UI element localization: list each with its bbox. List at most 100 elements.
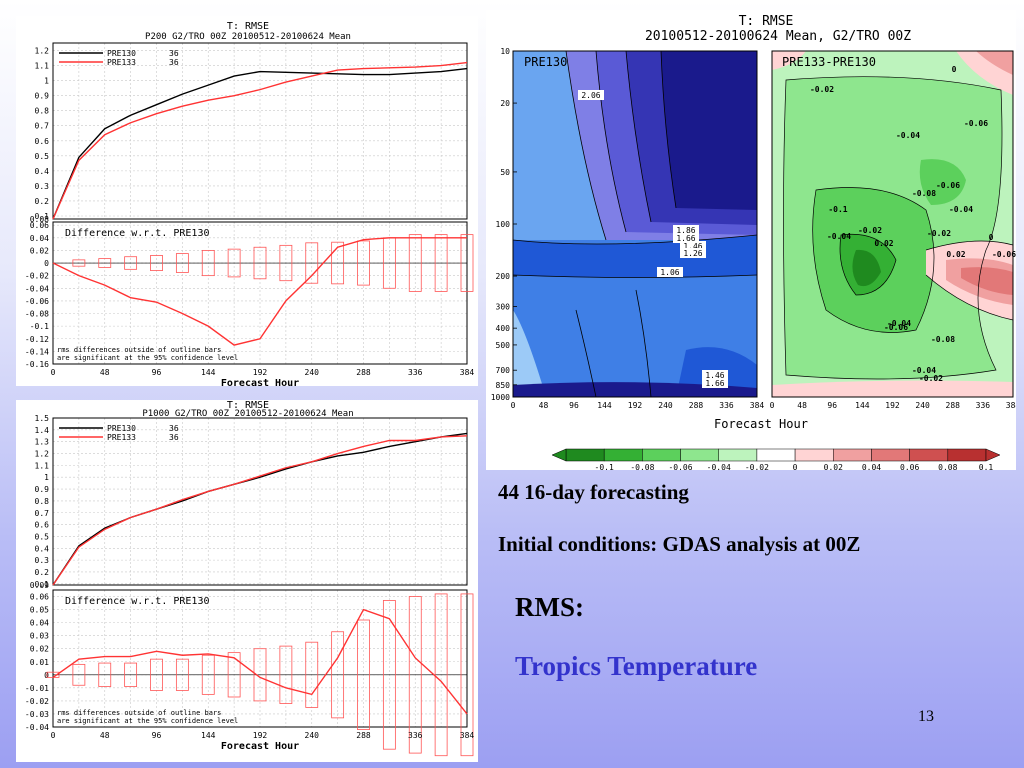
significance-bar	[460, 234, 474, 292]
contour-label: -0.02	[919, 374, 943, 383]
y-tick-label: 0	[44, 259, 49, 268]
x-tick-label: 48	[100, 368, 110, 377]
significance-note: rms differences outside of outline bars	[57, 709, 221, 717]
p1000-rmse-chart: T: RMSE P1000 G2/TRO 00Z 20100512-201006…	[25, 400, 474, 757]
x-tick-label: 192	[253, 731, 268, 740]
y-tick-label: -0.02	[25, 697, 49, 706]
caption-topic: Tropics Temperature	[515, 651, 758, 681]
contour-label: 0.02	[874, 239, 893, 248]
caption-rms-heading: RMS:	[515, 592, 584, 622]
x-tick-label: 288	[689, 401, 704, 410]
series-line-pre130	[52, 67, 468, 220]
colorbar-tick-label: -0.04	[707, 463, 731, 470]
y-tick-label: 0.05	[30, 606, 49, 615]
x-tick-label: 384	[1006, 401, 1016, 410]
x-tick-label: 336	[408, 731, 423, 740]
significance-bar	[201, 249, 215, 277]
y-tick-label: 0.06	[30, 221, 49, 230]
colorbar-segment	[718, 448, 758, 462]
x-tick-label: 0	[511, 401, 516, 410]
significance-bar	[72, 259, 86, 267]
colorbar-tick-label: -0.08	[630, 463, 654, 470]
y-tick-label: 500	[496, 341, 511, 350]
y-tick-label: 0.2	[35, 568, 50, 577]
colorbar-segment	[642, 448, 681, 462]
contour-label: -0.04	[827, 232, 851, 241]
significance-bar	[434, 234, 448, 292]
significance-bar	[305, 641, 319, 708]
colorbar-tick-label: -0.06	[668, 463, 692, 470]
significance-bar	[279, 244, 293, 282]
significance-bar	[150, 255, 163, 271]
y-tick-label: 850	[496, 381, 511, 390]
y-tick-label: -0.1	[30, 322, 49, 331]
y-tick-label: 1.1	[35, 461, 50, 470]
y-tick-label: 0.9	[35, 92, 50, 101]
y-tick-label: 0.3	[35, 556, 50, 565]
significance-bar	[357, 619, 370, 731]
difference-panel-title: Difference w.r.t. PRE130	[65, 228, 210, 239]
y-tick-label: 0.04	[30, 234, 49, 243]
contour-label: 1.46	[705, 371, 724, 380]
contour-title-top: T: RMSE	[739, 14, 794, 29]
y-tick-label: 0.4	[35, 544, 50, 553]
colorbar-min-arrow	[551, 448, 567, 462]
difference-panel-label: PRE133-PRE130	[782, 55, 876, 69]
contour-label: 2.06	[581, 91, 600, 100]
x-tick-label: 96	[152, 731, 162, 740]
contour-label-box	[702, 370, 728, 380]
legend-days: 36	[169, 424, 179, 433]
contour-label: -0.04	[887, 319, 911, 328]
significance-bar	[305, 242, 319, 284]
x-tick-label: 336	[976, 401, 991, 410]
y-tick-label: -0.14	[25, 347, 49, 356]
x-tick-label: 144	[201, 731, 216, 740]
x-tick-label: 288	[946, 401, 961, 410]
caption-initial-conditions: Initial conditions: GDAS analysis at 00Z	[498, 532, 861, 556]
contour-label: -0.06	[964, 119, 988, 128]
y-tick-label: 10	[500, 47, 510, 56]
plot-frame	[52, 417, 468, 586]
contour-label-box	[657, 267, 683, 277]
x-tick-label: 96	[569, 401, 579, 410]
significance-bar	[408, 234, 422, 292]
contour-label-box	[578, 90, 604, 100]
y-tick-label: 400	[496, 324, 511, 333]
y-tick-label: 0.02	[30, 645, 49, 654]
significance-note: rms differences outside of outline bars	[57, 346, 221, 354]
y-tick-label: 0.5	[35, 532, 50, 541]
y-tick-label: 100	[496, 220, 511, 229]
series-line-pre133	[52, 608, 468, 715]
contour-label: -0.02	[810, 85, 834, 94]
x-tick-label: 192	[253, 368, 268, 377]
significance-bar	[253, 648, 267, 702]
contour-label: -0.04	[949, 205, 973, 214]
x-tick-label: 384	[750, 401, 765, 410]
y-tick-label: 50	[500, 168, 510, 177]
significance-bar	[331, 631, 345, 719]
contour-label-box	[673, 233, 699, 243]
x-tick-label: 192	[628, 401, 643, 410]
y-tick-label: 0.7	[35, 509, 50, 518]
contour-label: 0	[952, 65, 957, 74]
significance-bar	[201, 654, 215, 695]
x-tick-label: 288	[356, 368, 371, 377]
y-tick-label: -0.04	[25, 723, 49, 732]
p1000-chart-title: P1000 G2/TRO 00Z 20100512-20100624 Mean	[142, 409, 353, 419]
x-tick-label: 288	[356, 731, 371, 740]
y-tick-label: 700	[496, 366, 511, 375]
y-tick-label: 0.7	[35, 122, 50, 131]
legend-label: PRE133	[107, 58, 136, 67]
legend-label: PRE130	[107, 424, 136, 433]
y-tick-label: 0.04	[30, 619, 49, 628]
x-tick-label: 48	[539, 401, 549, 410]
colorbar-segment	[565, 448, 605, 462]
contour-label-box	[680, 241, 706, 251]
y-tick-label: 0.08	[30, 215, 49, 224]
colorbar-segment	[909, 448, 949, 462]
significance-bar	[434, 593, 448, 757]
contour-label: 0.02	[946, 250, 965, 259]
y-tick-label: 300	[496, 303, 511, 312]
difference-panel-title: Difference w.r.t. PRE130	[65, 596, 210, 607]
significance-bar	[98, 662, 112, 687]
